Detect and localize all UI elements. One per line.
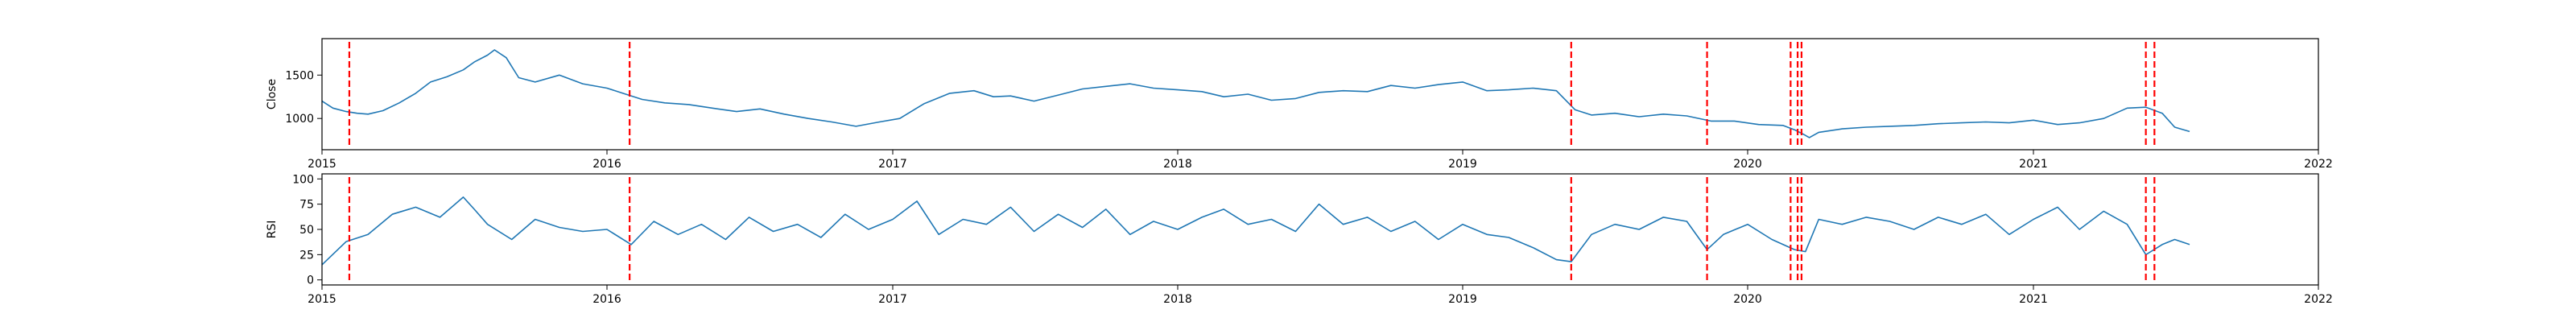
x-tick-label-0-1: 2016: [592, 158, 621, 171]
x-tick-label-1-4: 2019: [1448, 293, 1477, 306]
x-tick-label-1-2: 2017: [878, 293, 907, 306]
y-tick-label-0-1: 1500: [285, 69, 314, 82]
x-tick-label-1-5: 2020: [1733, 293, 1762, 306]
x-tick-label-1-0: 2015: [308, 293, 336, 306]
y-tick-label-1-3: 75: [299, 199, 314, 212]
axes-frame-1: [321, 173, 2319, 286]
y-tick-label-1-1: 25: [299, 249, 314, 262]
axes-frame-0: [321, 38, 2319, 151]
series-line-1-0: [321, 196, 2190, 266]
x-tick-label-0-3: 2018: [1163, 158, 1192, 171]
x-tick-label-0-6: 2021: [2019, 158, 2048, 171]
x-tick-label-0-2: 2017: [878, 158, 907, 171]
series-line-0-0: [321, 49, 2190, 138]
x-tick-label-0-0: 2015: [308, 158, 336, 171]
x-tick-label-0-7: 2022: [2304, 158, 2333, 171]
y-tick-label-1-2: 50: [299, 224, 314, 237]
y-axis-label-1: RSI: [266, 221, 279, 239]
x-tick-label-1-3: 2018: [1163, 293, 1192, 306]
y-tick-label-1-0: 0: [307, 274, 314, 287]
x-tick-label-0-4: 2019: [1448, 158, 1477, 171]
y-tick-label-0-0: 1000: [285, 113, 314, 126]
y-tick-label-1-4: 100: [292, 173, 314, 186]
y-axis-label-0: Close: [266, 79, 279, 109]
x-tick-label-1-6: 2021: [2019, 293, 2048, 306]
x-tick-label-0-5: 2020: [1733, 158, 1762, 171]
x-tick-label-1-7: 2022: [2304, 293, 2333, 306]
x-tick-label-1-1: 2016: [592, 293, 621, 306]
